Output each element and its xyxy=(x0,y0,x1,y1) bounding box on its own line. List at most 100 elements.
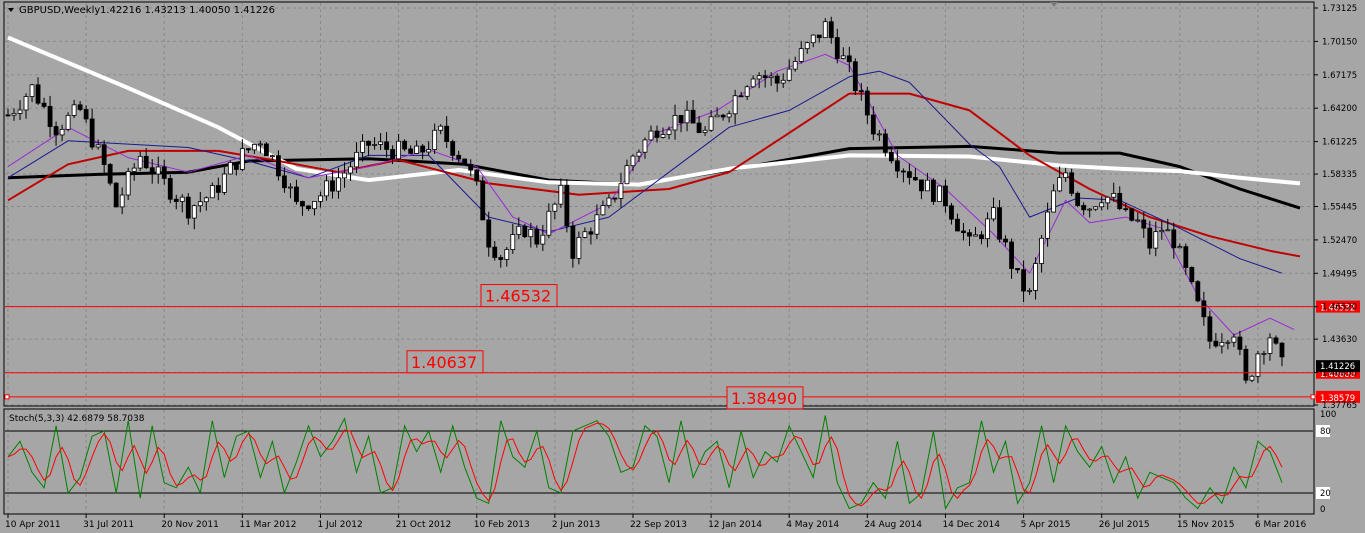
candle-body xyxy=(282,175,287,189)
candle-body xyxy=(888,151,894,162)
candle-body xyxy=(834,37,840,59)
candle-body xyxy=(552,203,558,212)
indicator-label: Stoch(5,3,3) 42.6879 58.7038 xyxy=(9,414,145,424)
candle-body xyxy=(270,155,275,158)
candle-body xyxy=(167,178,173,200)
candle-body xyxy=(678,115,684,124)
candle-body xyxy=(528,229,534,238)
candle-body xyxy=(1225,341,1231,344)
candle-body xyxy=(318,195,323,202)
candle-body xyxy=(143,155,149,169)
candle-body xyxy=(1231,336,1237,343)
candle-body xyxy=(732,95,738,115)
candle-body xyxy=(77,104,83,110)
candle-body xyxy=(612,197,618,200)
current-price-label: 1.41226 xyxy=(1320,362,1355,372)
candle-body xyxy=(1099,202,1105,208)
candle-body xyxy=(474,169,480,182)
candle-body xyxy=(1195,281,1201,302)
candle-body xyxy=(384,141,389,150)
level-1-38490-label: 1.38490 xyxy=(731,389,797,408)
candle-body xyxy=(997,207,1002,240)
candle-body xyxy=(949,205,954,220)
price-tick-label: 1.43630 xyxy=(1322,335,1357,345)
candle-body xyxy=(582,231,588,238)
candle-body xyxy=(1045,211,1051,239)
candle-body xyxy=(1135,219,1141,222)
candle-body xyxy=(107,164,113,184)
candle-body xyxy=(1273,337,1279,344)
candle-body xyxy=(702,129,708,133)
scroll-marker-icon[interactable] xyxy=(1050,2,1058,7)
candle-body xyxy=(179,196,185,202)
moving-averages xyxy=(7,35,1301,336)
candle-body xyxy=(804,42,810,50)
candle-body xyxy=(23,96,29,111)
candle-body xyxy=(173,198,179,202)
candle-body xyxy=(564,184,570,227)
candle-body xyxy=(372,144,377,146)
candle-body xyxy=(1039,237,1044,264)
candlesticks xyxy=(5,16,1285,384)
candle-body xyxy=(420,145,426,153)
candle-body xyxy=(155,166,161,175)
candle-body xyxy=(708,116,714,131)
indicator-frame[interactable] xyxy=(3,408,1315,515)
candle-body xyxy=(390,149,395,160)
candle-body xyxy=(1201,300,1207,318)
candle-body xyxy=(131,167,137,172)
candle-body xyxy=(756,75,762,80)
candle-body xyxy=(1027,290,1032,292)
candle-body xyxy=(876,133,882,136)
candle-body xyxy=(660,134,666,138)
candle-body xyxy=(1219,342,1225,347)
candle-body xyxy=(588,231,594,235)
candle-body xyxy=(480,180,486,221)
candle-body xyxy=(1063,172,1069,179)
candle-body xyxy=(720,114,726,118)
time-tick-label: 31 Jul 2011 xyxy=(83,520,134,530)
candle-body xyxy=(714,114,720,118)
candle-body xyxy=(943,185,948,207)
candle-body xyxy=(636,151,642,157)
candle-body xyxy=(600,205,606,216)
candle-body xyxy=(624,165,630,185)
candle-body xyxy=(312,201,317,210)
candle-body xyxy=(780,79,786,84)
price-tick-label: 1.70150 xyxy=(1322,37,1357,47)
candle-body xyxy=(919,179,924,192)
level-1-38490-axis-tag xyxy=(1316,390,1360,403)
main-chart-frame[interactable] xyxy=(3,1,1315,407)
candle-body xyxy=(1087,208,1093,211)
candle-body xyxy=(330,180,335,192)
candle-body xyxy=(149,167,155,175)
candle-body xyxy=(486,219,492,248)
candle-body xyxy=(342,172,347,179)
candle-body xyxy=(684,109,690,124)
candle-body xyxy=(961,230,966,234)
candle-body xyxy=(846,55,852,63)
candle-body xyxy=(1153,231,1159,249)
candle-body xyxy=(1033,263,1038,291)
support-resistance-levels[interactable]: 1.46532 1.46532 1.40637 1.40600 1.38490 1.385… xyxy=(4,284,1360,410)
candle-body xyxy=(690,109,696,124)
level-marker-right[interactable] xyxy=(1310,394,1316,400)
candle-body xyxy=(546,210,552,236)
price-tick-label: 1.61225 xyxy=(1322,138,1357,148)
time-tick-label: 15 Nov 2015 xyxy=(1177,520,1235,530)
candle-body xyxy=(432,129,438,150)
candle-body xyxy=(462,158,468,165)
candle-body xyxy=(239,148,245,170)
level-marker-left[interactable] xyxy=(4,394,10,400)
white-ma-line xyxy=(7,35,1301,187)
candle-body xyxy=(1261,353,1267,355)
candle-body xyxy=(5,114,11,117)
candle-body xyxy=(913,177,918,181)
candle-body xyxy=(900,170,906,173)
price-tick-label: 1.46520 xyxy=(1322,303,1357,313)
triangle-down-icon[interactable] xyxy=(8,8,14,12)
candle-body xyxy=(1123,208,1129,211)
ohlc-values: 1.42216 1.43213 1.40050 1.41226 xyxy=(100,5,275,16)
candle-body xyxy=(1093,206,1099,210)
